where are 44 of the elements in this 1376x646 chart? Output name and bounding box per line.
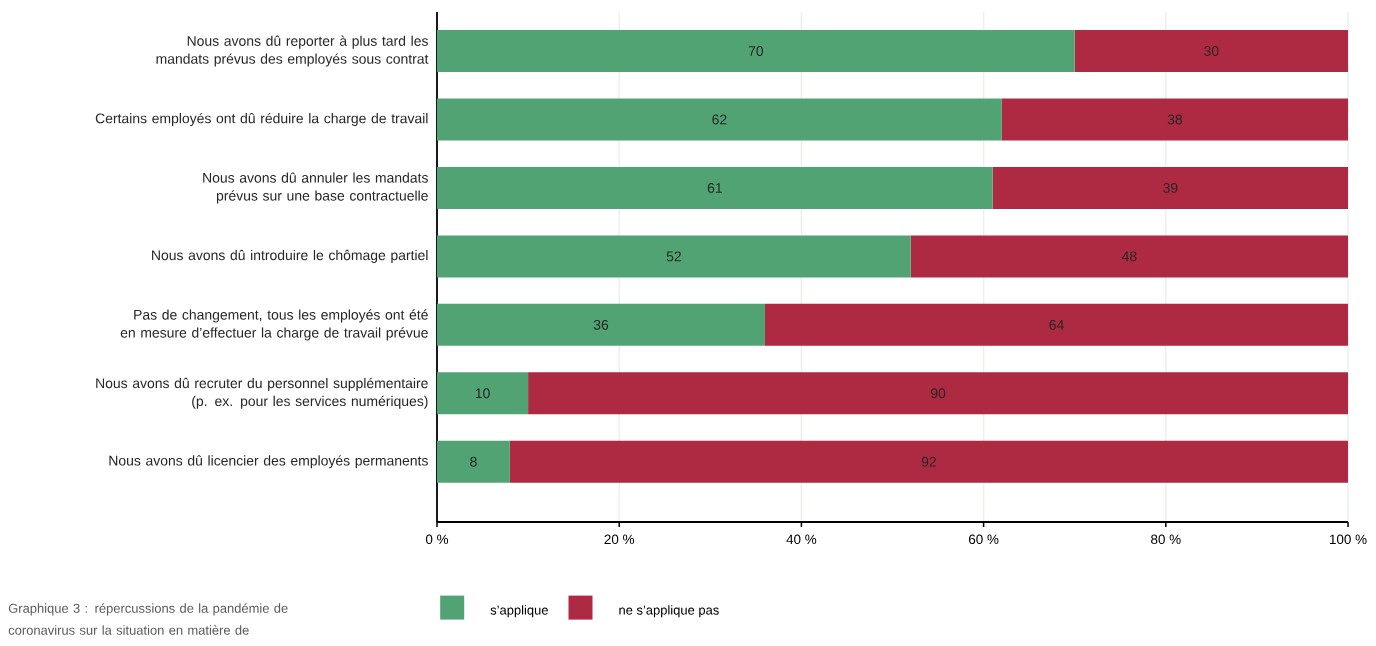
data-label: 8	[470, 456, 477, 467]
data-label: 61	[707, 182, 722, 193]
bar	[1001, 98, 1349, 141]
bar	[1074, 30, 1349, 73]
bar	[437, 30, 1075, 73]
y-tick-label: Nous avons dû licencier des employés permanents	[109, 455, 428, 469]
x-tick-label: 100 %	[1329, 534, 1367, 545]
data-label: 48	[1121, 251, 1137, 262]
data-label: 52	[666, 251, 681, 262]
x-tick-label: 0 %	[425, 534, 449, 545]
legend-label: ne s’applique pas	[619, 605, 719, 618]
bar	[437, 98, 1002, 141]
y-tick-label: Certains employés ont dû réduire la charge de travail	[95, 112, 428, 127]
data-label: 30	[1204, 46, 1219, 56]
bar	[910, 235, 1349, 278]
text: Graphique 3 : répercussions de la pandémie de coronavirus sur la situation en matière de	[8, 603, 288, 635]
bar	[992, 166, 1349, 209]
data-label: 39	[1163, 182, 1178, 193]
bar	[437, 303, 765, 346]
data-label: 10	[475, 388, 490, 399]
y-tick-label: Nous avons dû recruter du personnel supplémentaire (p. ex. pour les services numériques)	[96, 377, 428, 409]
bar	[437, 235, 911, 278]
data-label: 64	[1049, 319, 1064, 330]
x-tick-label: 40 %	[786, 534, 817, 545]
data-label: 62	[712, 114, 727, 125]
y-tick-label: Nous avons dû reporter à plus tard les mandats prévus des employés sous contrat	[156, 35, 429, 67]
y-tick-label: Nous avons dû annuler les mandats prévus sur une base contractuelle	[203, 172, 428, 204]
data-label: 90	[930, 388, 946, 399]
bar	[528, 372, 1349, 415]
bar	[509, 440, 1349, 483]
y-tick-label: Pas de changement, tous les employés ont été en mesure d’effectuer la charge de travail prévue	[120, 309, 428, 341]
bar	[764, 303, 1349, 346]
bar	[437, 166, 993, 209]
legend-label: s’applique	[490, 605, 548, 618]
data-label: 38	[1167, 114, 1183, 125]
bar	[437, 372, 529, 415]
data-label: 70	[748, 46, 764, 56]
x-tick-label: 60 %	[968, 534, 999, 545]
y-tick-label: Nous avons dû introduire le chômage partiel	[152, 249, 428, 263]
x-tick-label: 20 %	[604, 534, 635, 545]
data-label: 92	[921, 456, 937, 467]
bar	[437, 440, 510, 483]
x-tick-label: 80 %	[1151, 534, 1181, 545]
data-label: 36	[593, 319, 609, 330]
